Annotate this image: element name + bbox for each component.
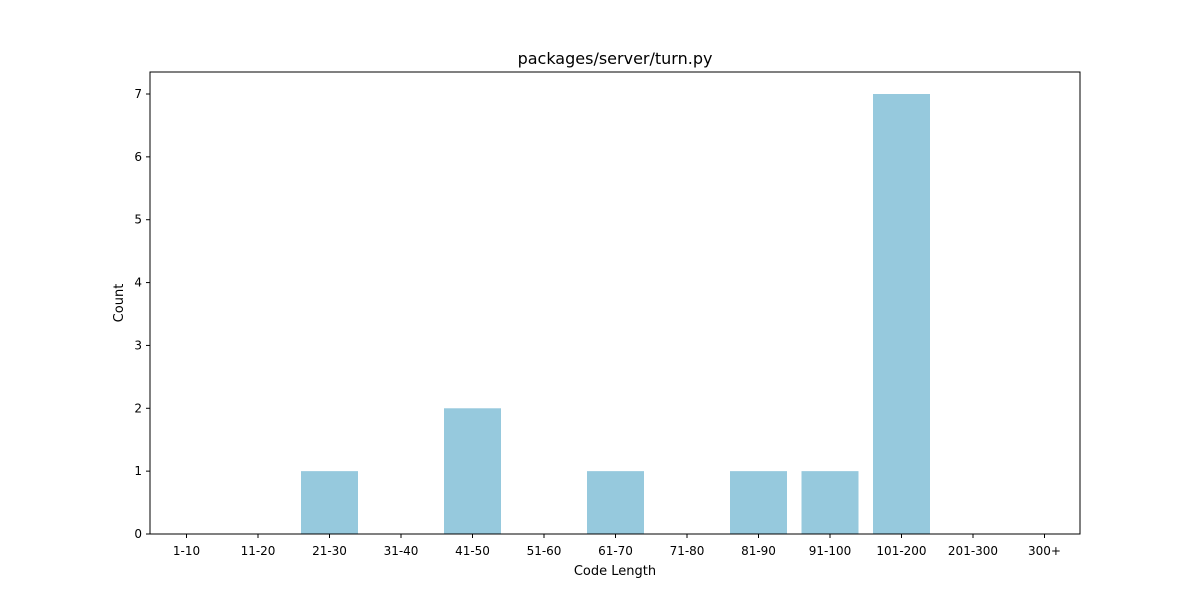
bar-21-30 — [301, 471, 358, 534]
y-tick-label: 1 — [134, 464, 142, 478]
x-tick-label: 21-30 — [312, 544, 347, 558]
x-tick-label: 11-20 — [241, 544, 276, 558]
chart-title: packages/server/turn.py — [518, 49, 713, 68]
x-tick-label: 101-200 — [876, 544, 926, 558]
y-tick-label: 0 — [134, 527, 142, 541]
bar-101-200 — [873, 94, 930, 534]
y-tick-label: 2 — [134, 401, 142, 415]
x-tick-label: 1-10 — [173, 544, 200, 558]
bars-layer — [301, 94, 930, 534]
bar-91-100 — [801, 471, 859, 534]
y-tick-label: 3 — [134, 338, 142, 352]
y-tick-label: 5 — [134, 213, 142, 227]
bar-81-90 — [730, 471, 787, 534]
x-tick-label: 81-90 — [741, 544, 776, 558]
axes-layer: 1-10 11-20 21-30 31-40 41-50 51-60 61-70 71-80 8… — [134, 87, 1061, 558]
bar-41-50 — [444, 408, 501, 534]
x-tick-label: 91-100 — [809, 544, 852, 558]
x-tick-label: 300+ — [1028, 544, 1061, 558]
x-tick-label: 51-60 — [527, 544, 562, 558]
x-tick-label: 61-70 — [598, 544, 633, 558]
x-axis-label: Code Length — [574, 564, 656, 579]
plot-frame — [149, 71, 1081, 535]
x-tick-label: 31-40 — [384, 544, 419, 558]
x-tick-label: 201-300 — [948, 544, 998, 558]
bar-61-70 — [587, 471, 644, 534]
y-tick-label: 6 — [134, 150, 142, 164]
y-tick-label: 7 — [134, 87, 142, 101]
x-tick-label: 41-50 — [455, 544, 490, 558]
y-axis-label: Count — [112, 284, 127, 323]
y-tick-label: 4 — [134, 276, 142, 290]
x-tick-label: 71-80 — [670, 544, 705, 558]
